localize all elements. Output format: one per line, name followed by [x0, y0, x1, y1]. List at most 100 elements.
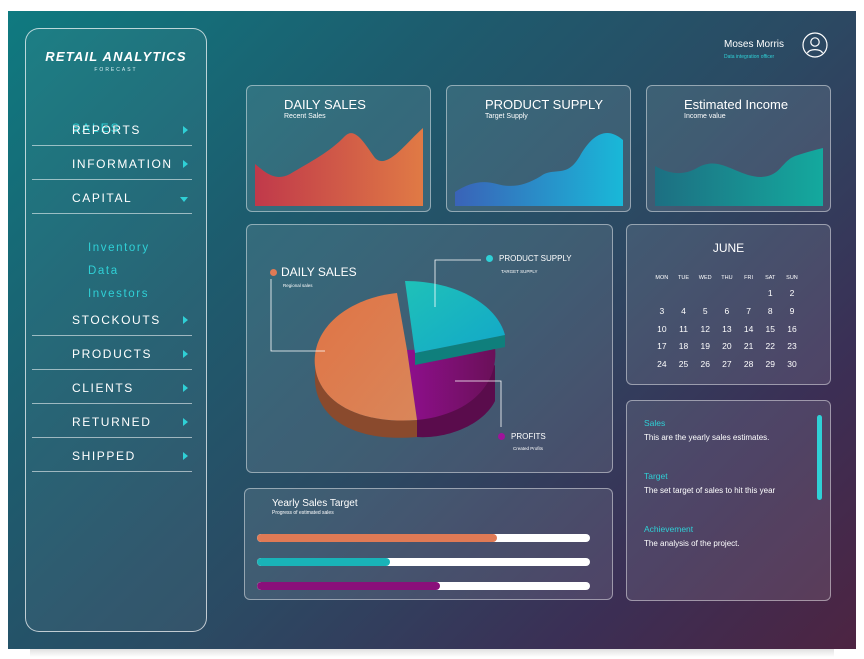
sidebar-item-label: STOCKOUTS: [72, 313, 161, 327]
pie-label-daily-sales: DAILY SALES: [281, 265, 357, 279]
sidebar-item-clients[interactable]: CLIENTS: [32, 371, 192, 404]
sidebar-item-returned[interactable]: RETURNED: [32, 405, 192, 438]
product-supply-area-chart: [455, 132, 623, 206]
card-subtitle: Target Supply: [485, 113, 528, 120]
calendar-day[interactable]: 25: [678, 359, 689, 370]
calendar-day[interactable]: 27: [722, 359, 732, 370]
calendar-day[interactable]: 23: [787, 341, 797, 352]
calendar-day[interactable]: 8: [767, 305, 773, 316]
card-title: PRODUCT SUPPLY: [485, 97, 603, 112]
calendar-day[interactable]: 18: [678, 341, 689, 352]
card-product-supply[interactable]: PRODUCT SUPPLY Target Supply: [446, 85, 631, 212]
sidebar-item-stockouts[interactable]: STOCKOUTS: [32, 303, 192, 336]
calendar-day[interactable]: 17: [657, 341, 667, 352]
sidebar-item-reports[interactable]: REPORTS: [32, 113, 192, 146]
weekday: WED: [698, 275, 712, 281]
sidebar-item-label: INFORMATION: [72, 157, 173, 171]
calendar-day[interactable]: 5: [702, 305, 708, 316]
calendar-day[interactable]: 2: [789, 288, 795, 298]
calendar-day[interactable]: 10: [657, 323, 667, 334]
weekday: SAT: [765, 275, 776, 281]
info-sales-heading: Sales: [644, 418, 666, 428]
calendar-day[interactable]: 29: [765, 359, 776, 370]
calendar-day[interactable]: [673, 285, 695, 303]
calendar-day[interactable]: 7: [746, 305, 751, 316]
calendar-day[interactable]: [738, 285, 760, 303]
sidebar-item-shipped[interactable]: SHIPPED: [32, 439, 192, 472]
calendar-day[interactable]: 19: [700, 341, 710, 352]
calendar-day[interactable]: 24: [657, 359, 667, 370]
sidebar-subitem-inventory[interactable]: Inventory: [88, 242, 150, 254]
progress-fill: [257, 582, 441, 590]
sidebar-subitem-data[interactable]: Data: [88, 265, 119, 277]
calendar-day[interactable]: 16: [787, 323, 797, 334]
calendar-day[interactable]: 26: [700, 359, 710, 370]
progress-bar: [257, 534, 590, 542]
dashboard-background: RETAIL ANALYTICS FORECAST SALES REPORTS …: [8, 11, 856, 649]
pie-label-product-supply: PRODUCT SUPPLY: [499, 254, 572, 263]
calendar-day[interactable]: 11: [679, 323, 688, 334]
calendar-day[interactable]: 4: [681, 305, 686, 316]
chevron-right-icon: [183, 452, 188, 460]
calendar-day[interactable]: 20: [722, 341, 732, 352]
calendar-day[interactable]: [651, 285, 673, 303]
calendar-day[interactable]: 22: [765, 341, 776, 352]
sidebar-item-sales[interactable]: SALES: [72, 121, 121, 135]
card-estimated-income[interactable]: Estimated Income Income value: [646, 85, 831, 212]
weekday: MON: [655, 275, 669, 281]
calendar-day[interactable]: 15: [765, 323, 776, 334]
info-achievement-heading: Achievement: [644, 524, 694, 534]
sidebar-subitem-investors[interactable]: Investors: [88, 288, 150, 300]
sidebar-item-capital[interactable]: CAPITAL: [32, 181, 192, 214]
calendar-day[interactable]: 6: [724, 305, 730, 316]
progress-bar: [257, 558, 590, 566]
chevron-right-icon: [183, 316, 188, 324]
calendar-day[interactable]: 30: [787, 359, 797, 370]
calendar-day[interactable]: 14: [743, 323, 754, 334]
calendar-week: 10 11 12 13 14 15 16: [651, 321, 803, 339]
calendar-day[interactable]: 13: [722, 323, 732, 334]
weekday: THU: [721, 275, 733, 281]
pie-slice-product-supply-side: [415, 335, 505, 365]
chevron-right-icon: [183, 384, 188, 392]
calendar-day[interactable]: 3: [659, 305, 665, 316]
sidebar-item-label: PRODUCTS: [72, 347, 153, 361]
calendar-day[interactable]: [716, 285, 738, 303]
daily-sales-area-chart: [255, 128, 423, 206]
yearly-sales-target-card: Yearly Sales Target Progress of estimate…: [244, 488, 613, 600]
user-role: Data integration officer: [724, 54, 775, 60]
calendar-day[interactable]: 9: [789, 305, 795, 316]
calendar-day[interactable]: 12: [700, 323, 710, 334]
sidebar-item-information[interactable]: INFORMATION: [32, 147, 192, 180]
calendar-day[interactable]: [694, 285, 716, 303]
calendar-day[interactable]: 1: [767, 288, 773, 298]
chevron-right-icon: [183, 350, 188, 358]
card-subtitle: Income value: [684, 113, 726, 120]
product-supply-legend-dot: [486, 255, 493, 262]
chevron-down-icon: [180, 197, 188, 202]
info-sales-text: This are the yearly sales estimates.: [644, 433, 770, 442]
pie-chart-card[interactable]: DAILY SALES Regional sales PRODUCT SUPPL…: [246, 224, 613, 473]
profits-legend-dot: [498, 433, 505, 440]
info-scrollbar[interactable]: [817, 415, 822, 500]
calendar-day[interactable]: 21: [743, 341, 754, 352]
card-daily-sales[interactable]: DAILY SALES Recent Sales: [246, 85, 431, 212]
daily-sales-legend-dot: [270, 269, 277, 276]
info-achievement-text: The analysis of the project.: [644, 539, 740, 548]
calendar-day[interactable]: 28: [743, 359, 754, 370]
estimated-income-area-chart: [655, 148, 823, 206]
pie-sublabel-product-supply: TARGET SUPPLY: [501, 269, 538, 274]
pie-slice-profits: [407, 347, 496, 420]
sidebar: RETAIL ANALYTICS FORECAST SALES REPORTS …: [25, 28, 207, 632]
user-avatar-icon[interactable]: [802, 32, 828, 58]
sidebar-item-label: SHIPPED: [72, 449, 136, 463]
sidebar-item-products[interactable]: PRODUCTS: [32, 337, 192, 370]
chevron-right-icon: [183, 160, 188, 168]
pie-chart: [270, 259, 505, 438]
pie-sublabel-daily-sales: Regional sales: [283, 283, 313, 288]
page-shadow: [30, 649, 834, 657]
info-target-heading: Target: [644, 471, 668, 481]
card-title: DAILY SALES: [284, 97, 366, 112]
